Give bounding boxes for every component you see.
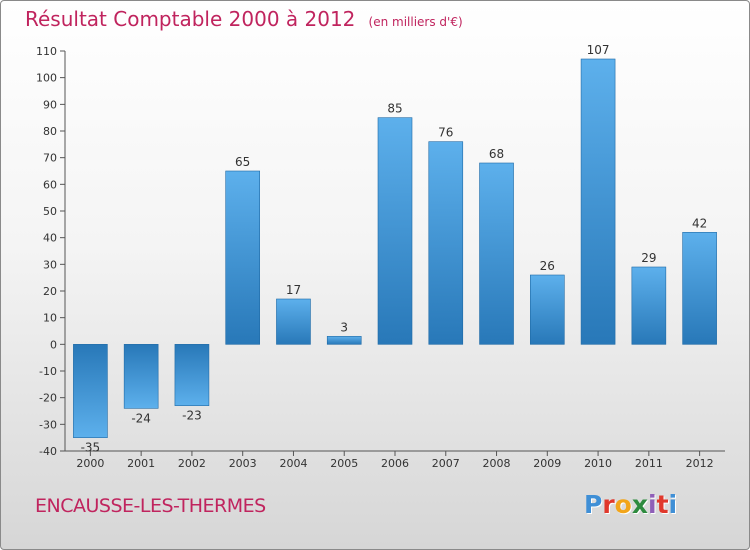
x-tick-label: 2001: [127, 457, 155, 470]
chart-title: Résultat Comptable 2000 à 2012: [25, 7, 356, 31]
y-tick-label: -40: [39, 445, 57, 458]
bar-value-label: 3: [340, 320, 348, 334]
bar-value-label: -35: [81, 441, 101, 455]
x-tick-label: 2011: [635, 457, 663, 470]
y-tick-label: 100: [36, 72, 57, 85]
y-tick-label: 70: [43, 152, 57, 165]
y-tick-label: 10: [43, 312, 57, 325]
logo-letter: x: [631, 490, 648, 519]
bar: [225, 170, 260, 345]
y-tick-label: 0: [50, 338, 57, 351]
bar-value-label: 29: [641, 251, 656, 265]
bar: [174, 344, 210, 406]
y-tick-label: 110: [36, 45, 57, 58]
bar-value-label: -23: [182, 409, 202, 423]
x-tick-label: 2003: [229, 457, 257, 470]
bar-value-label: 17: [286, 283, 301, 297]
x-tick-label: 2007: [432, 457, 460, 470]
commune-name: ENCAUSSE-LES-THERMES: [35, 495, 266, 517]
x-tick-label: 2008: [483, 457, 511, 470]
logo-letter: i: [648, 490, 657, 519]
y-tick-label: -20: [39, 392, 57, 405]
bar-value-label: 107: [587, 43, 610, 57]
bar-value-label: 85: [387, 102, 402, 116]
bar: [123, 344, 159, 409]
bar: [377, 117, 413, 345]
bar: [479, 162, 514, 345]
logo-letter: i: [668, 490, 678, 519]
x-tick-label: 2000: [76, 457, 104, 470]
title-row: Résultat Comptable 2000 à 2012 (en milli…: [25, 7, 463, 31]
y-tick-label: 20: [43, 285, 57, 298]
bar: [631, 266, 667, 345]
bar-value-label: 68: [489, 147, 504, 161]
bar: [428, 141, 464, 345]
y-tick-label: 80: [43, 125, 57, 138]
logo-letter: t: [656, 490, 669, 519]
y-tick-label: 90: [43, 98, 57, 111]
x-tick-label: 2005: [330, 457, 358, 470]
bar: [530, 274, 565, 345]
x-tick-label: 2009: [533, 457, 561, 470]
x-tick-label: 2002: [178, 457, 206, 470]
bar-value-label: -24: [131, 411, 151, 425]
x-tick-label: 2004: [279, 457, 307, 470]
y-tick-label: -30: [39, 418, 57, 431]
logo-letter: o: [614, 490, 632, 519]
bar: [326, 336, 362, 345]
bar: [682, 232, 717, 345]
bar-value-label: 65: [235, 155, 250, 169]
bar-value-label: 76: [438, 126, 453, 140]
logo-letter: P: [584, 490, 603, 519]
chart-unit: (en milliers d'€): [368, 15, 463, 29]
proxiti-logo[interactable]: Proxiti: [584, 490, 677, 519]
y-tick-label: 30: [43, 258, 57, 271]
y-tick-label: 50: [43, 205, 57, 218]
bar: [73, 344, 108, 438]
logo-letter: r: [602, 490, 615, 519]
x-tick-label: 2006: [381, 457, 409, 470]
bar-value-label: 42: [692, 216, 707, 230]
y-tick-label: 60: [43, 178, 57, 191]
bar: [276, 298, 311, 345]
bar: [580, 58, 616, 345]
y-tick-label: -10: [39, 365, 57, 378]
bar-value-label: 26: [540, 259, 555, 273]
x-tick-label: 2010: [584, 457, 612, 470]
x-tick-label: 2012: [686, 457, 714, 470]
y-tick-label: 40: [43, 232, 57, 245]
